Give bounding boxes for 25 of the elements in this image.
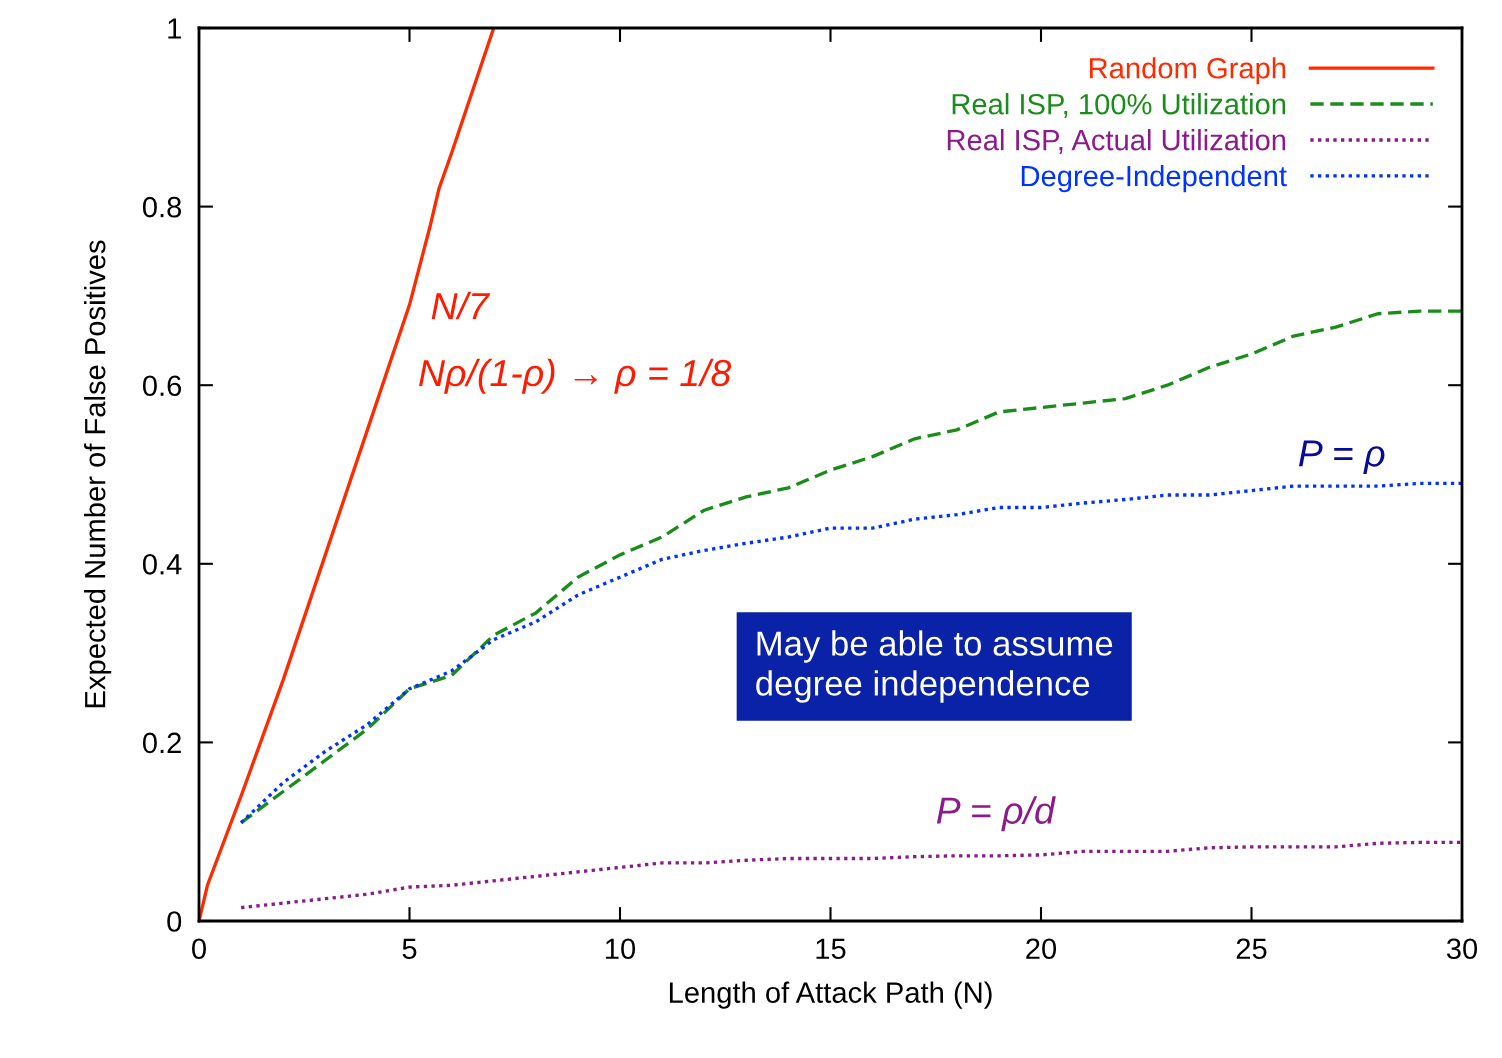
annotation: Nρ/(1-ρ) → ρ = 1/8: [419, 358, 732, 394]
legend-label: Real ISP, 100% Utilization: [952, 93, 1286, 118]
annotation: N/7: [431, 291, 491, 320]
x-tick-label: 10: [606, 938, 636, 960]
x-axis-title: Length of Attack Path (N): [669, 981, 992, 1009]
x-tick-label: 0: [192, 938, 206, 960]
x-tick-label: 15: [816, 938, 846, 960]
x-tick-label: 30: [1446, 938, 1478, 960]
y-tick-label: 0: [167, 911, 182, 932]
legend-label: Real ISP, Actual Utilization: [947, 129, 1286, 154]
x-tick-label: 20: [1026, 938, 1057, 960]
y-tick-label: 0.6: [142, 375, 182, 397]
x-tick-label: 25: [1236, 938, 1267, 960]
y-axis-title: Expected Number of False Positives: [84, 240, 112, 708]
legend-label: Random Graph: [1090, 57, 1286, 85]
y-tick-label: 1: [168, 18, 181, 39]
line-series: [239, 840, 1462, 910]
legend-label: Degree-Independent: [1021, 164, 1287, 193]
annotation: P = ρ: [1298, 440, 1385, 475]
y-tick-label: 0.8: [142, 196, 182, 218]
y-tick-label: 0.2: [142, 732, 181, 754]
x-tick-label: 5: [402, 938, 417, 960]
annotation: May be able to assume degree independence: [756, 630, 1113, 703]
y-tick-label: 0.4: [142, 554, 182, 575]
annotation: P = ρ/d: [936, 796, 1056, 832]
